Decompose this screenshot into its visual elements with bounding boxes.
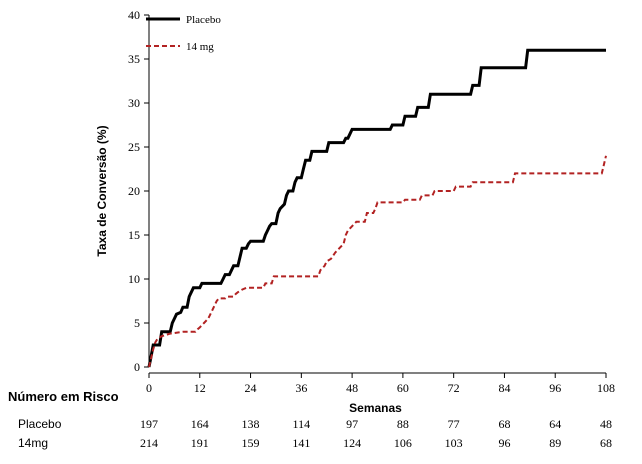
- risk-value: 88: [397, 417, 409, 431]
- series-layer: [147, 48, 607, 368]
- risk-value: 89: [549, 436, 561, 450]
- y-tick-label: 5: [134, 316, 140, 330]
- risk-row-label-14mg: 14mg: [18, 436, 48, 450]
- series-line-14mg: [148, 155, 607, 368]
- risk-value: 138: [242, 417, 260, 431]
- risk-value: 124: [343, 436, 361, 450]
- risk-value: 191: [191, 436, 209, 450]
- x-tick-label: 12: [194, 381, 206, 395]
- y-tick-label: 30: [128, 96, 140, 110]
- risk-value: 214: [140, 436, 158, 450]
- risk-value: 97: [346, 417, 358, 431]
- x-tick-label: 108: [597, 381, 615, 395]
- risk-value: 68: [498, 417, 510, 431]
- x-tick-label: 72: [448, 381, 460, 395]
- y-tick-label: 10: [128, 272, 140, 286]
- x-tick-label: 48: [346, 381, 358, 395]
- risk-value: 159: [242, 436, 260, 450]
- x-tick-label: 84: [498, 381, 510, 395]
- risk-value: 141: [292, 436, 310, 450]
- x-tick-label: 96: [549, 381, 561, 395]
- y-tick-label: 25: [128, 140, 140, 154]
- legend-label-placebo: Placebo: [186, 14, 221, 26]
- y-axis: 0 5 10 15 20 25 30 35 40: [128, 8, 150, 374]
- y-tick-label: 0: [134, 360, 140, 374]
- legend: Placebo 14 mg: [146, 14, 221, 53]
- x-axis: 0 12 24 36 48 60 72 84 96 108: [146, 372, 615, 395]
- series-line-placebo: [147, 48, 606, 368]
- risk-value: 48: [600, 417, 612, 431]
- risk-value: 164: [191, 417, 209, 431]
- y-tick-label: 35: [128, 52, 140, 66]
- risk-value: 114: [293, 417, 311, 431]
- risk-row-label-placebo: Placebo: [18, 417, 62, 431]
- x-tick-label: 24: [245, 381, 257, 395]
- risk-value: 64: [549, 417, 561, 431]
- risk-value: 68: [600, 436, 612, 450]
- risk-value: 106: [394, 436, 412, 450]
- risk-value: 197: [140, 417, 158, 431]
- y-tick-label: 15: [128, 228, 140, 242]
- y-tick-label: 40: [128, 8, 140, 22]
- risk-values: 197 164 138 114 97 88 77 68 64 48 214 191 159 141 124 1…: [140, 417, 612, 450]
- risk-value: 103: [445, 436, 463, 450]
- y-tick-label: 20: [128, 184, 140, 198]
- number-at-risk-table: Número em Risco Placebo 14mg 197 164 138 11…: [8, 389, 612, 450]
- x-tick-label: 0: [146, 381, 152, 395]
- x-tick-label: 36: [295, 381, 307, 395]
- risk-table-title: Número em Risco: [8, 389, 119, 404]
- x-tick-label: 60: [397, 381, 409, 395]
- y-axis-title: Taxa de Conversão (%): [95, 125, 109, 256]
- x-axis-title: Semanas: [349, 401, 402, 415]
- risk-value: 96: [498, 436, 510, 450]
- legend-label-14mg: 14 mg: [186, 41, 214, 53]
- risk-value: 77: [448, 417, 460, 431]
